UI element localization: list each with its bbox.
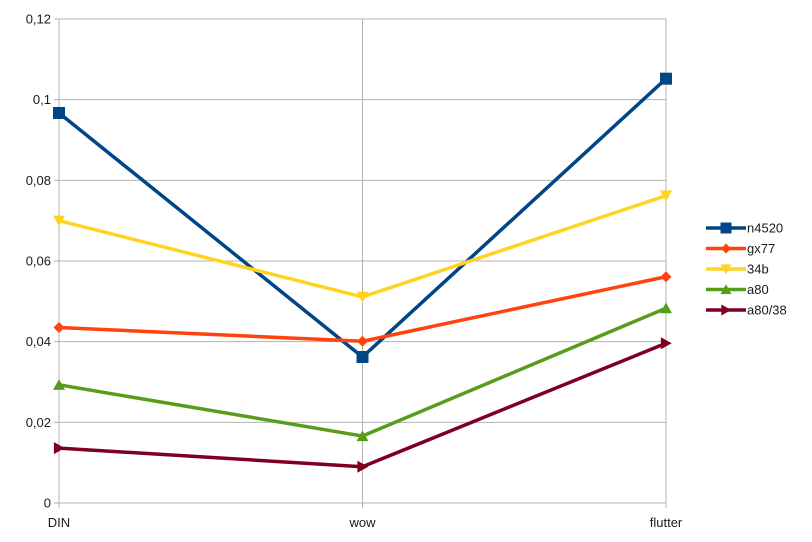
legend-label: 34b [747,262,769,277]
legend-label: a80 [747,282,769,297]
legend-label: n4520 [747,221,783,236]
legend-marker [720,222,732,234]
data-point [53,322,65,334]
legend-marker [721,243,731,254]
grid-lines [58,18,667,504]
data-point [660,72,672,85]
y-tick-label: 0,12 [26,12,51,27]
data-point [53,379,65,390]
y-tick-label: 0,06 [26,254,51,269]
y-tick-label: 0,1 [33,92,51,107]
data-point [660,190,672,202]
legend-item: a80 [706,282,769,297]
data-point [357,460,369,473]
legend-label: a80/38 [747,303,787,318]
y-tick-label: 0,04 [26,334,51,349]
y-tick-label: 0,08 [26,173,51,188]
series-34b [53,190,672,303]
y-tick-label: 0,02 [26,415,51,430]
x-tick-label: wow [348,515,376,530]
series-a80-38 [53,337,672,473]
axes: 0 0,02 0,04 0,06 0,08 0,1 0,12 DIN wow flutter [26,12,683,531]
legend-marker [720,264,732,275]
legend-item: n4520 [706,221,783,236]
legend-marker [721,304,732,316]
x-tick-label: DIN [48,515,70,530]
data-point [356,350,369,363]
series-a80 [53,302,672,442]
data-point [53,215,65,227]
legend-item: gx77 [706,241,775,256]
legend: n4520 gx77 34b a80 a80/38 [706,221,787,318]
data-point [356,291,369,303]
legend-label: gx77 [747,241,775,256]
data-point [53,442,65,455]
series-lines [53,72,672,473]
data-point [53,106,65,119]
data-point [660,337,672,350]
data-point [357,335,368,347]
y-tick-label: 0 [44,496,51,511]
series-n4520 [53,72,672,363]
x-tick-label: flutter [650,515,683,530]
series-gx77 [53,271,672,347]
data-point [660,302,672,314]
legend-marker [720,284,732,295]
data-point [660,271,672,283]
legend-item: 34b [706,262,769,277]
legend-item: a80/38 [706,303,787,318]
data-point [356,430,369,442]
